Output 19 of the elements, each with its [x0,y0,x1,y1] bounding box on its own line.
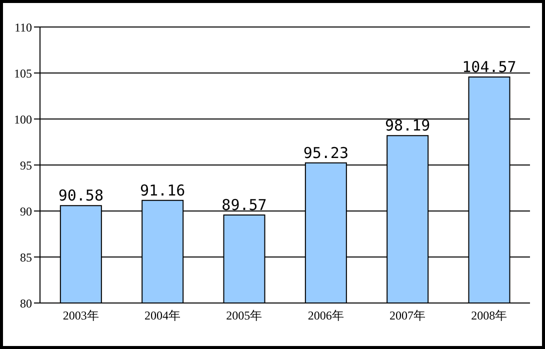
x-tick-label: 2005年 [226,308,262,323]
y-tick-label: 80 [20,296,32,310]
y-tick-label: 95 [20,158,32,172]
y-tick-label: 100 [14,112,32,126]
data-label: 95.23 [303,144,348,162]
x-tick-label: 2003年 [62,308,99,323]
x-tick-label: 2008年 [471,308,508,323]
y-tick-label: 105 [14,66,32,80]
x-tick-label: 2004年 [144,308,180,323]
data-label: 91.16 [140,181,186,200]
x-tick-label: 2006年 [308,308,344,323]
x-tick-label: 2007年 [390,308,426,323]
y-tick-label: 90 [20,204,32,218]
data-label: 104.57 [462,58,516,76]
data-label: 90.58 [58,186,104,205]
y-tick-label: 85 [20,250,32,264]
data-label: 89.57 [222,196,267,214]
data-label: 98.19 [385,116,430,135]
y-tick-label: 110 [14,20,32,34]
